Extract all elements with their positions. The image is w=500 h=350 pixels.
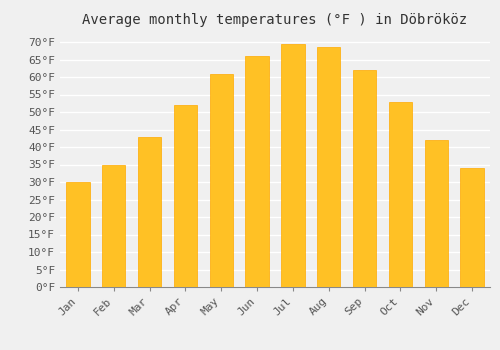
Title: Average monthly temperatures (°F ) in Döbrököz: Average monthly temperatures (°F ) in Dö… [82,13,468,27]
Bar [317,47,340,287]
Bar [424,140,448,287]
Bar [102,164,126,287]
Bar [460,168,483,287]
Bar [353,70,376,287]
Bar [174,105,197,287]
Bar [389,102,412,287]
Bar [66,182,90,287]
Bar [138,136,161,287]
Bar [246,56,268,287]
Bar [282,44,304,287]
Bar [210,74,233,287]
